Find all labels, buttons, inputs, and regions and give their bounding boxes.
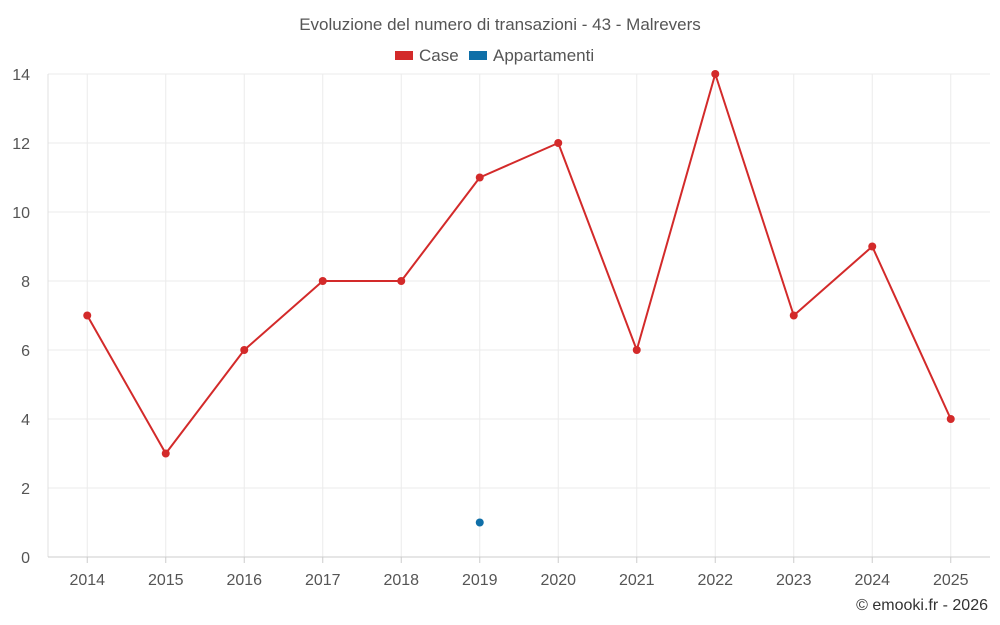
x-tick-label: 2019 [462,572,498,589]
x-tick-label: 2014 [69,572,105,589]
x-tick-label: 2024 [854,572,890,589]
data-point-case[interactable] [161,449,170,458]
y-tick-label: 6 [21,343,30,360]
chart-title: Evoluzione del numero di transazioni - 4… [299,15,701,34]
data-point-appartamenti[interactable] [475,518,484,527]
y-tick-label: 10 [12,205,30,222]
y-tick-label: 12 [12,136,30,153]
data-point-case[interactable] [240,346,249,354]
data-point-case[interactable] [632,346,641,354]
y-axis-ticks: 0 2 4 6 8 10 12 14 [12,67,30,567]
data-point-case[interactable] [554,139,563,147]
data-point-case[interactable] [83,311,92,320]
data-point-case[interactable] [318,277,327,285]
series-line-case [86,73,952,455]
legend: Case Appartamenti [395,46,594,65]
legend-item-case[interactable]: Case [395,46,459,65]
y-tick-label: 0 [21,550,30,567]
x-tick-label: 2023 [776,572,812,589]
x-tick-label: 2020 [540,572,576,589]
data-point-case[interactable] [789,311,798,320]
legend-label-appartamenti: Appartamenti [493,46,594,65]
data-point-case[interactable] [475,173,484,182]
y-tick-label: 4 [21,412,30,429]
legend-swatch-appartamenti [469,51,487,60]
y-tick-label: 2 [21,481,30,498]
data-point-case[interactable] [946,415,955,423]
y-tick-label: 8 [21,274,30,291]
axes [47,74,990,563]
x-tick-label: 2025 [933,572,969,589]
x-tick-label: 2018 [383,572,419,589]
x-tick-label: 2022 [697,572,733,589]
x-tick-label: 2015 [148,572,184,589]
grid [48,73,990,557]
legend-swatch-case [395,51,413,60]
series-layer [83,70,955,527]
x-tick-label: 2021 [619,572,655,589]
x-tick-label: 2016 [226,572,262,589]
legend-label-case: Case [419,46,459,65]
x-tick-label: 2017 [305,572,341,589]
data-point-case[interactable] [868,242,877,251]
legend-item-appartamenti[interactable]: Appartamenti [469,46,594,65]
y-tick-label: 14 [12,67,30,84]
data-point-case[interactable] [711,70,720,78]
copyright-text: © emooki.fr - 2026 [856,597,988,614]
x-axis-ticks: 2014 2015 2016 2017 2018 2019 2020 2021 2022 2023… [69,572,968,589]
data-point-case[interactable] [397,277,406,285]
